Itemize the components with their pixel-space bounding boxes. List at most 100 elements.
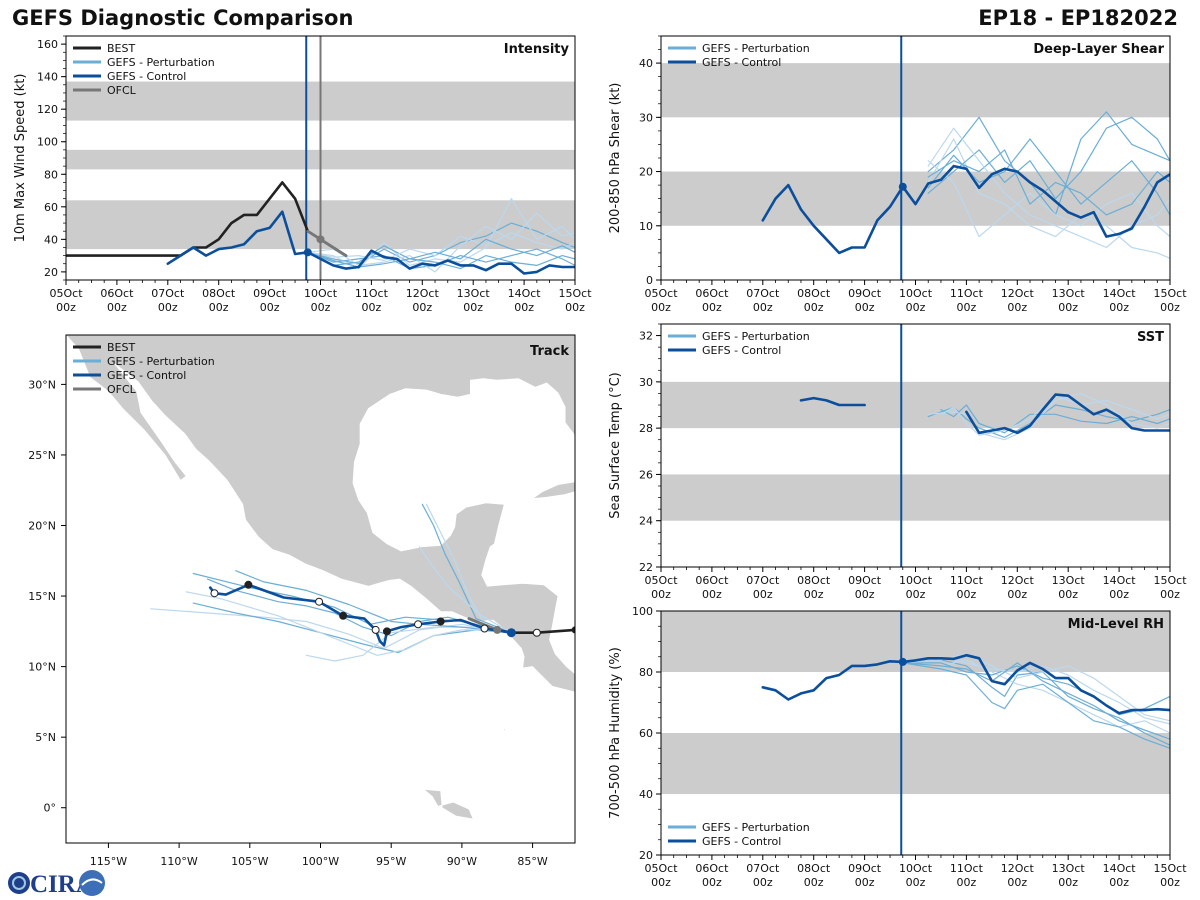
x-tick-label: 06Oct	[695, 574, 729, 587]
x-tick-hour: 00z	[1160, 588, 1180, 601]
perturbation-line	[940, 404, 1170, 434]
shading-band	[661, 171, 1170, 226]
x-tick-hour: 00z	[107, 301, 127, 314]
x-tick-hour: 00z	[651, 301, 671, 314]
y-tick-label: 80	[44, 168, 58, 181]
lon-tick-label: 100°W	[302, 855, 339, 868]
y-tick-label: 10	[639, 220, 653, 233]
land-mass	[422, 788, 474, 820]
x-tick-label: 09Oct	[848, 574, 882, 587]
x-tick-hour: 00z	[906, 588, 926, 601]
shading-band	[661, 733, 1170, 794]
land-mass	[502, 728, 507, 732]
perturbation-track	[185, 591, 512, 656]
y-tick-label: 20	[44, 266, 58, 279]
y-tick-label: 40	[639, 788, 653, 801]
x-tick-hour: 00z	[1058, 588, 1078, 601]
y-tick-label: 20	[639, 849, 653, 862]
x-tick-label: 08Oct	[797, 862, 831, 875]
sst-frame	[660, 323, 1171, 568]
lat-tick-label: 15°N	[28, 590, 56, 603]
x-tick-hour: 00z	[702, 588, 722, 601]
x-tick-hour: 00z	[753, 301, 773, 314]
track-position-marker	[480, 624, 489, 633]
shading-band	[661, 63, 1170, 118]
x-tick-label: 10Oct	[899, 574, 933, 587]
x-tick-label: 06Oct	[100, 287, 134, 300]
legend-label: GEFS - Perturbation	[107, 56, 215, 69]
legend-label: GEFS - Control	[107, 70, 186, 83]
shading-band	[661, 381, 1170, 429]
lat-tick-label: 0°	[44, 802, 57, 815]
x-tick-label: 05Oct	[644, 862, 678, 875]
ofcl-position-marker	[493, 625, 502, 634]
x-tick-label: 06Oct	[695, 287, 729, 300]
perturbation-track	[421, 503, 512, 634]
x-tick-label: 07Oct	[746, 862, 780, 875]
legend-label: GEFS - Control	[702, 344, 781, 357]
control-init-marker	[898, 657, 907, 666]
panel-title: SST	[1137, 330, 1164, 345]
x-tick-label: 10Oct	[304, 287, 338, 300]
x-tick-hour: 00z	[855, 301, 875, 314]
x-tick-label: 11Oct	[355, 287, 389, 300]
lat-tick-label: 25°N	[28, 449, 56, 462]
cira-emblem-icon	[79, 870, 105, 896]
cira-logo: CIRA	[8, 870, 105, 898]
x-tick-label: 09Oct	[253, 287, 287, 300]
legend-label: GEFS - Perturbation	[702, 42, 810, 55]
track-position-marker	[339, 611, 348, 620]
x-tick-label: 09Oct	[848, 287, 882, 300]
perturbation-line	[902, 656, 1170, 725]
y-axis-label: 10m Max Wind Speed (kt)	[13, 74, 28, 243]
perturbation-line	[902, 662, 1170, 716]
x-tick-hour: 00z	[702, 876, 722, 889]
x-tick-label: 08Oct	[797, 574, 831, 587]
best-position-marker	[532, 628, 541, 637]
perturbation-line	[902, 659, 1170, 734]
x-tick-label: 10Oct	[899, 862, 933, 875]
y-tick-label: 100	[37, 136, 58, 149]
x-tick-hour: 00z	[804, 876, 824, 889]
lon-tick-label: 90°W	[447, 855, 477, 868]
x-tick-label: 14Oct	[1103, 574, 1137, 587]
y-tick-label: 0	[646, 274, 653, 287]
lon-tick-label: 115°W	[90, 855, 127, 868]
x-tick-hour: 00z	[1007, 876, 1027, 889]
x-tick-label: 14Oct	[508, 287, 542, 300]
shading-band	[661, 474, 1170, 521]
legend-label: OFCL	[107, 383, 137, 396]
storm-id-title: EP18 - EP182022	[978, 6, 1178, 30]
y-tick-label: 30	[639, 376, 653, 389]
x-tick-hour: 00z	[56, 301, 76, 314]
y-tick-label: 40	[44, 233, 58, 246]
x-tick-hour: 00z	[158, 301, 178, 314]
x-tick-hour: 00z	[651, 876, 671, 889]
y-tick-label: 26	[639, 468, 653, 481]
x-tick-label: 13Oct	[1052, 862, 1086, 875]
lat-tick-label: 30°N	[28, 378, 56, 391]
control-init-marker	[898, 182, 907, 191]
perturbation-track	[418, 546, 512, 634]
y-tick-label: 24	[639, 515, 653, 528]
x-tick-label: 15Oct	[558, 287, 592, 300]
x-tick-label: 06Oct	[695, 862, 729, 875]
x-tick-label: 11Oct	[950, 574, 984, 587]
x-tick-hour: 00z	[702, 301, 722, 314]
lon-tick-label: 105°W	[231, 855, 268, 868]
x-tick-hour: 00z	[753, 876, 773, 889]
best-position-marker	[571, 626, 575, 634]
legend-label: GEFS - Perturbation	[702, 330, 810, 343]
x-tick-hour: 00z	[1160, 876, 1180, 889]
perturbation-line	[927, 160, 1170, 238]
x-tick-hour: 00z	[1160, 301, 1180, 314]
x-tick-label: 10Oct	[899, 287, 933, 300]
lat-tick-label: 5°N	[35, 731, 56, 744]
track-map-area	[66, 335, 575, 843]
x-tick-hour: 00z	[514, 301, 534, 314]
x-tick-hour: 00z	[906, 301, 926, 314]
x-tick-label: 08Oct	[797, 287, 831, 300]
land-mass	[531, 481, 575, 500]
x-tick-hour: 00z	[855, 588, 875, 601]
